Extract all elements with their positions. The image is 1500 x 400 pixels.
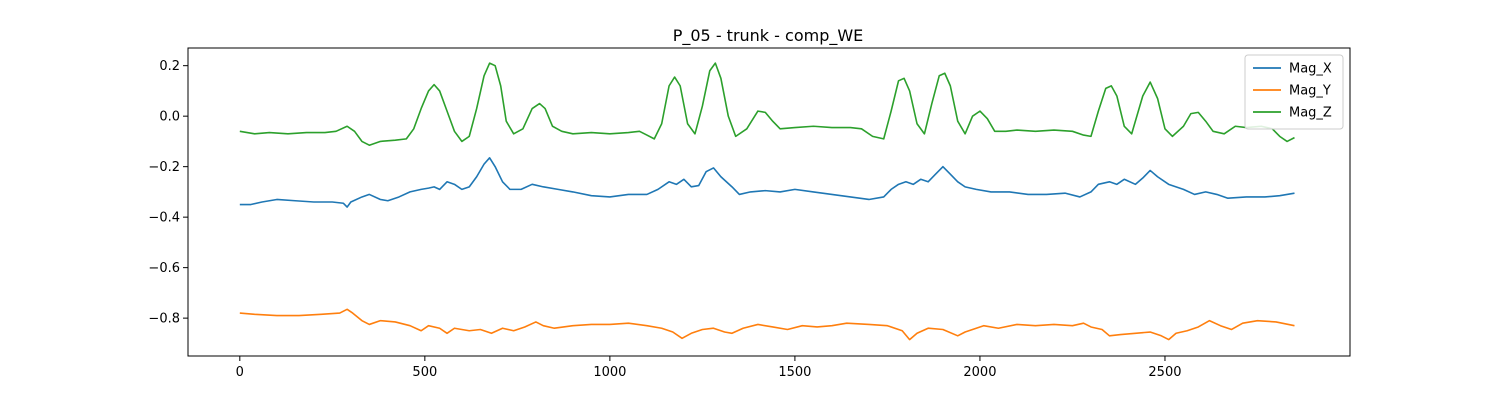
plot-area: 0 500 1000 1500 2000 2500 −0.8 −0.6 −0.4 −0.2 0.0… (148, 47, 1351, 380)
x-tick-label: 0 (236, 365, 244, 380)
legend-box (1244, 54, 1344, 130)
y-tick-label: −0.8 (148, 312, 180, 327)
y-axis: −0.8 −0.6 −0.4 −0.2 0.0 0.2 (148, 59, 188, 327)
axes-frame (187, 47, 1351, 357)
x-tick-label: 1500 (778, 365, 811, 380)
y-tick-label: −0.6 (148, 261, 180, 276)
x-tick-label: 2000 (963, 365, 996, 380)
legend-label: Mag_X (1289, 62, 1332, 77)
x-tick-label: 500 (412, 365, 437, 380)
chart-title: P_05 - trunk - comp_WE (673, 26, 864, 46)
legend: Mag_X Mag_Y Mag_Z (1244, 54, 1344, 130)
y-tick-label: −0.4 (148, 211, 180, 226)
y-tick-label: 0.0 (159, 110, 180, 125)
series-line-mag-y (239, 308, 1295, 341)
legend-label: Mag_Z (1289, 106, 1332, 121)
x-tick-label: 1000 (593, 365, 626, 380)
y-tick-label: 0.2 (159, 59, 180, 74)
series-line-mag-x (239, 157, 1295, 208)
x-tick-label: 2500 (1148, 365, 1181, 380)
series-line-mag-z (239, 62, 1295, 146)
series-layer (239, 62, 1295, 341)
y-tick-label: −0.2 (148, 160, 180, 175)
legend-label: Mag_Y (1289, 84, 1331, 99)
x-axis: 0 500 1000 1500 2000 2500 (236, 356, 1182, 380)
